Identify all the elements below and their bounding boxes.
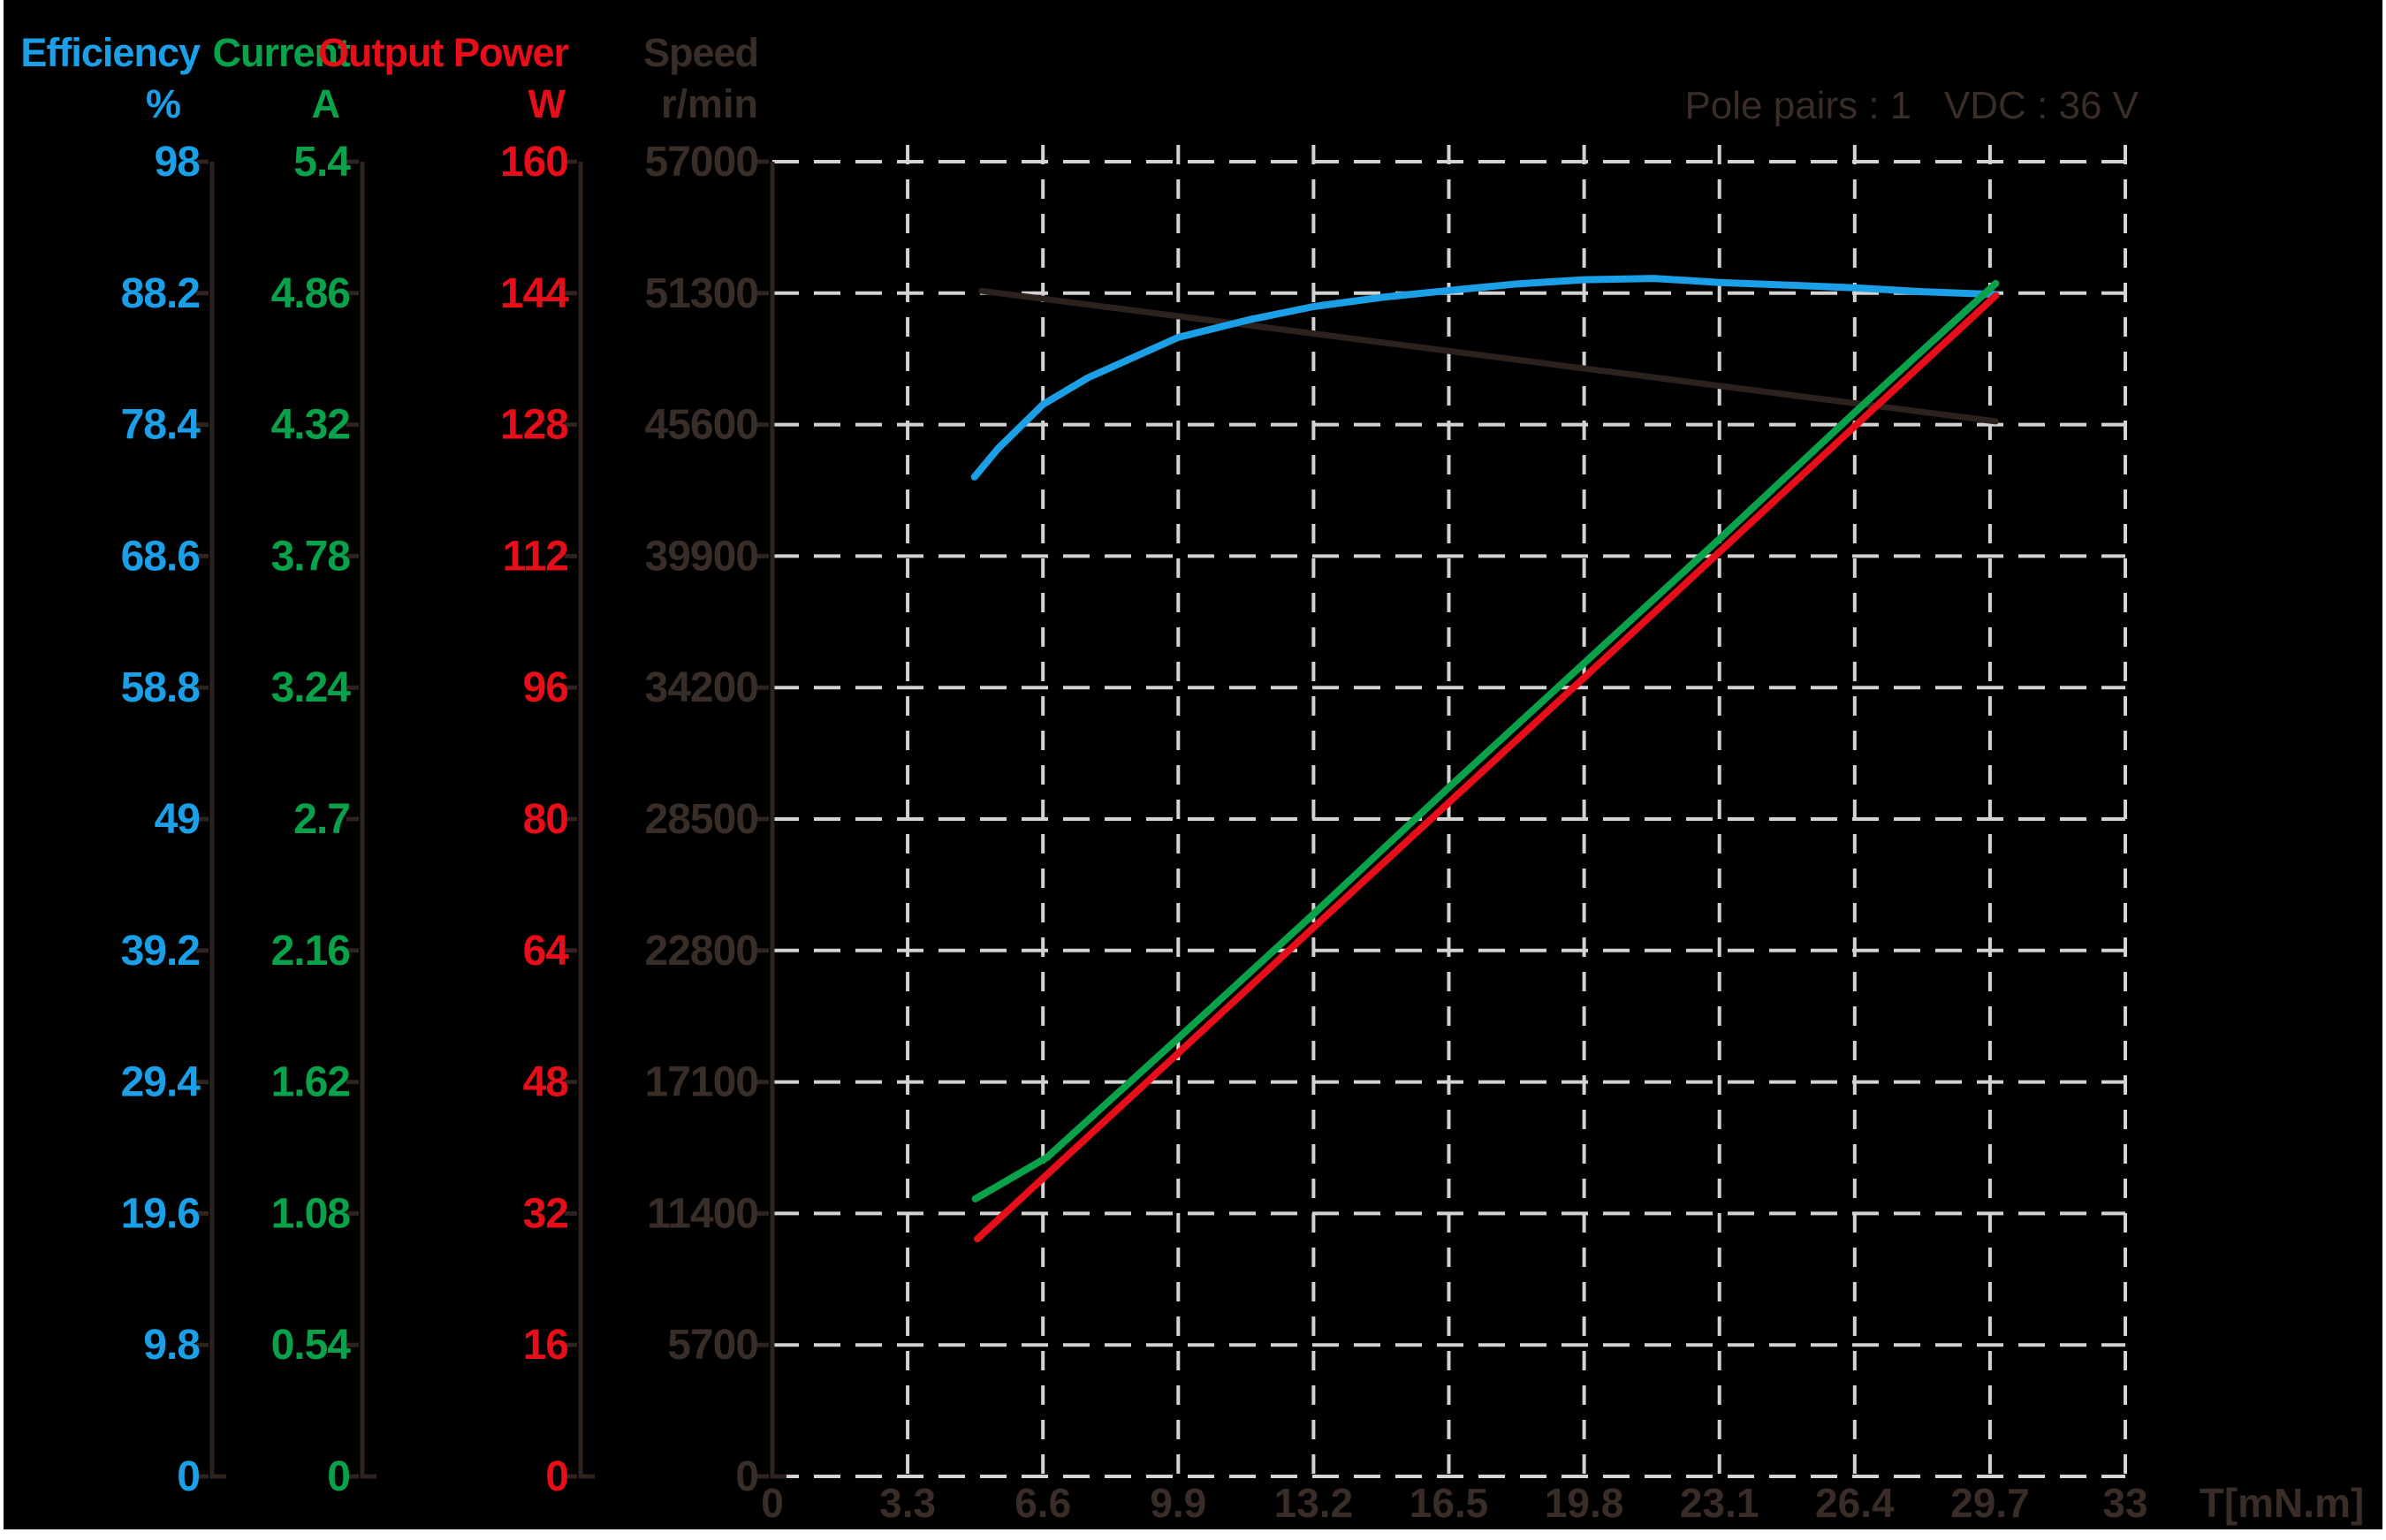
- y-axis-tick-label-efficiency: 19.6: [121, 1190, 200, 1237]
- x-axis-tick-label: 13.2: [1274, 1480, 1354, 1526]
- x-axis-unit-label: T[mN.m]: [2200, 1480, 2365, 1526]
- y-axis-tick-label-power: 32: [523, 1190, 568, 1237]
- grid: [772, 145, 2127, 1478]
- y-axis-tick-label-efficiency: 88.2: [121, 270, 200, 317]
- series-power-line: [974, 292, 2000, 1243]
- y-axis-tick-label-current: 3.78: [271, 533, 351, 580]
- x-axis-tick-label: 26.4: [1815, 1480, 1895, 1526]
- x-axis-tick-label: 16.5: [1410, 1480, 1489, 1526]
- y-axis-title-efficiency: Efficiency: [20, 30, 201, 75]
- y-axis-tick-label-speed: 51300: [645, 270, 758, 317]
- y-axis-tick-label-efficiency: 9.8: [143, 1322, 200, 1369]
- y-axis-tick-label-speed: 17100: [645, 1059, 758, 1106]
- y-axis-tick-label-speed: 0: [735, 1453, 758, 1500]
- screen-edge-left: [0, 0, 4, 1540]
- y-axis-tick-label-power: 48: [523, 1059, 569, 1106]
- y-axis-tick-label-current: 0.54: [271, 1322, 352, 1369]
- y-axis-tick-label-current: 3.24: [271, 664, 352, 711]
- y-axis-tick-label-speed: 11400: [647, 1190, 758, 1237]
- y-axis-current: 5.4 4.86 4.32 3.78 3.24 2.7 2.16 1.62 1.08 0.54 0 C…: [212, 30, 376, 1500]
- y-axis-unit-power: W: [528, 81, 566, 126]
- y-axis-tick-label-current: 2.7: [293, 796, 350, 843]
- y-axis-tick-label-current: 1.62: [271, 1059, 350, 1106]
- y-axis-line-power: [578, 162, 595, 1479]
- y-axis-title-current: Current: [212, 30, 351, 75]
- y-axis-tick-label-speed: 22800: [645, 928, 758, 975]
- y-axis-title-power: Output Power: [318, 30, 568, 75]
- y-axis-line-speed: [770, 162, 786, 1479]
- x-axis-tick-label: 6.6: [1014, 1480, 1071, 1526]
- y-axis-tick-label-current: 2.16: [271, 928, 350, 975]
- x-axis-tick-label: 0: [761, 1480, 784, 1526]
- x-axis-tick-label: 3.3: [879, 1480, 936, 1526]
- y-axis-line-current: [360, 162, 376, 1479]
- y-axis-tick-label-efficiency: 39.2: [121, 928, 200, 975]
- y-axis-tick-label-current: 4.32: [271, 402, 350, 449]
- screen-edge-right: [2382, 0, 2386, 1540]
- y-axis-tick-label-current: 5.4: [293, 139, 351, 186]
- y-axis-tick-label-current: 4.86: [271, 270, 350, 317]
- y-axis-tick-label-efficiency: 98: [155, 139, 201, 186]
- x-axis-tick-label: 33: [2102, 1480, 2147, 1526]
- y-axis-tick-label-power: 80: [523, 796, 568, 843]
- y-axis-tick-label-speed: 57000: [645, 139, 758, 186]
- y-axis-tick-label-speed: 39900: [645, 533, 758, 580]
- y-axis-speed: 5700051300456003990034200285002280017100…: [643, 30, 786, 1500]
- y-axis-line-efficiency: [209, 162, 226, 1479]
- x-axis-tick-label: 23.1: [1680, 1480, 1759, 1526]
- y-axis-unit-efficiency: %: [146, 81, 181, 126]
- y-axis-tick-label-power: 160: [500, 139, 568, 186]
- y-axis-tick-label-power: 16: [523, 1322, 568, 1369]
- screen-edge-bottom: [0, 1529, 2386, 1540]
- y-axis-tick-label-efficiency: 58.8: [121, 664, 201, 711]
- x-axis-tick-label: 29.7: [1950, 1480, 2030, 1526]
- y-axis-tick-label-efficiency: 29.4: [121, 1059, 201, 1106]
- pole-pairs-annotation: Pole pairs : 1 VDC : 36 V: [1684, 84, 2139, 127]
- y-axis-title-speed: Speed: [643, 30, 758, 75]
- y-axis-efficiency: 98 88.2 78.4 68.6 58.8 49 39.2 29.4 19.6 9.8 0 Effi…: [20, 30, 226, 1500]
- y-axis-tick-label-current: 1.08: [271, 1190, 351, 1237]
- x-axis-tick-label: 9.9: [1150, 1480, 1206, 1526]
- series-efficiency-line: [970, 275, 2000, 481]
- series-current-line: [971, 279, 2000, 1202]
- y-axis-tick-label-speed: 28500: [645, 796, 758, 843]
- y-axis-tick-label-power: 128: [500, 402, 568, 449]
- y-axis-tick-label-speed: 34200: [645, 664, 758, 711]
- y-axis-tick-label-power: 64: [523, 928, 570, 975]
- y-axis-tick-label-current: 0: [327, 1453, 350, 1500]
- y-axis-tick-label-power: 112: [503, 533, 568, 580]
- y-axis-tick-label-efficiency: 0: [177, 1453, 200, 1500]
- y-axis-tick-label-speed: 45600: [645, 402, 758, 449]
- y-axis-unit-current: A: [312, 81, 341, 126]
- y-axis-tick-label-speed: 5700: [667, 1322, 758, 1369]
- y-axis-tick-label-efficiency: 78.4: [121, 402, 201, 449]
- x-axis-tick-label: 19.8: [1545, 1480, 1624, 1526]
- x-axis: 0 3.3 6.6 9.9 13.2 16.5 19.8 23.1 26.4 29.7 33 T[mN…: [761, 1480, 2364, 1526]
- y-axis-tick-label-power: 96: [523, 664, 568, 711]
- y-axis-tick-label-power: 144: [500, 270, 569, 317]
- y-axis-tick-label-power: 0: [545, 1453, 568, 1500]
- series-speed-line: [978, 287, 1999, 425]
- y-axis-unit-speed: r/min: [661, 81, 758, 126]
- y-axis-tick-label-efficiency: 68.6: [121, 533, 200, 580]
- y-axis-tick-label-efficiency: 49: [155, 796, 200, 843]
